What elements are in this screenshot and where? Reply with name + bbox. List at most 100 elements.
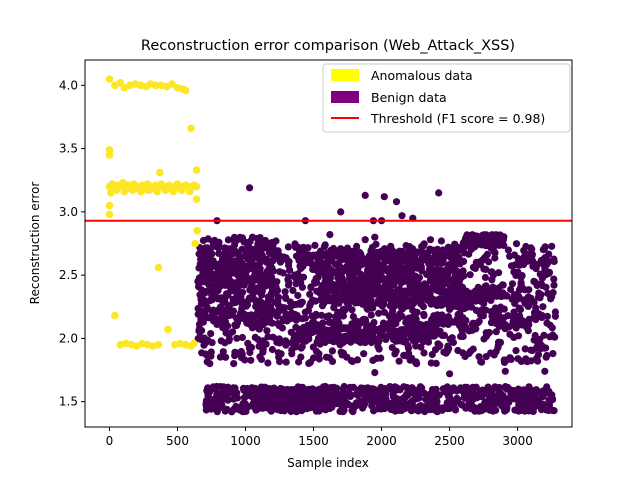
- benign-point: [439, 256, 447, 264]
- benign-point: [461, 323, 469, 331]
- benign-point: [332, 288, 340, 296]
- benign-point: [348, 306, 356, 314]
- benign-point: [213, 320, 221, 328]
- benign-point: [482, 290, 490, 298]
- benign-point: [502, 402, 510, 410]
- benign-point: [492, 320, 500, 328]
- anomalous-point: [105, 210, 114, 219]
- benign-point: [451, 261, 459, 269]
- benign-point: [295, 358, 303, 366]
- benign-point: [333, 248, 341, 256]
- benign-point: [251, 252, 259, 260]
- anomalous-point: [137, 187, 145, 196]
- benign-point: [369, 327, 377, 335]
- benign-point: [357, 332, 365, 340]
- benign-point: [409, 313, 417, 321]
- benign-point: [532, 316, 540, 324]
- benign-point: [286, 266, 294, 274]
- benign-point: [359, 300, 367, 308]
- benign-point: [337, 256, 346, 264]
- benign-point: [478, 256, 486, 264]
- benign-point: [342, 390, 350, 398]
- benign-point: [451, 280, 459, 289]
- benign-point: [466, 271, 474, 279]
- benign-point: [211, 385, 219, 393]
- benign-point: [420, 256, 429, 264]
- benign-point: [364, 281, 372, 289]
- benign-point: [491, 254, 499, 262]
- legend-swatch-benign: [331, 91, 359, 103]
- benign-point: [371, 369, 379, 377]
- benign-point: [406, 356, 414, 364]
- benign-point: [266, 318, 274, 326]
- benign-point: [497, 292, 505, 301]
- y-axis-label: Reconstruction error: [28, 182, 42, 305]
- benign-point: [356, 275, 364, 283]
- benign-point: [410, 386, 418, 394]
- benign-point: [207, 276, 215, 284]
- benign-point: [222, 353, 230, 361]
- benign-point: [531, 331, 539, 340]
- benign-point: [214, 287, 222, 295]
- benign-point: [262, 386, 270, 394]
- benign-point: [398, 212, 406, 220]
- benign-point: [288, 392, 296, 400]
- benign-point: [360, 350, 368, 358]
- anomalous-point: [105, 201, 114, 210]
- benign-point: [305, 331, 313, 339]
- benign-point: [200, 298, 208, 307]
- benign-point: [271, 248, 280, 256]
- benign-point: [371, 337, 379, 345]
- benign-point: [520, 246, 528, 254]
- benign-point: [353, 356, 362, 364]
- benign-point: [225, 337, 233, 345]
- benign-point: [259, 345, 267, 353]
- benign-point: [245, 294, 253, 302]
- legend-label-threshold: Threshold (F1 score = 0.98): [370, 111, 545, 126]
- benign-point: [386, 293, 394, 301]
- benign-point: [294, 291, 302, 300]
- benign-point: [315, 350, 323, 358]
- benign-point: [485, 328, 493, 337]
- benign-point: [497, 395, 505, 404]
- benign-point: [277, 399, 285, 408]
- benign-point: [318, 302, 327, 310]
- benign-point: [273, 278, 281, 286]
- benign-point: [426, 268, 434, 276]
- benign-point: [432, 359, 440, 367]
- benign-point: [204, 235, 212, 243]
- benign-point: [495, 383, 503, 392]
- benign-point: [223, 395, 231, 403]
- benign-point: [377, 288, 385, 297]
- benign-point: [197, 255, 205, 263]
- benign-point: [271, 298, 279, 306]
- benign-point: [321, 252, 329, 260]
- benign-point: [428, 324, 436, 332]
- benign-point: [406, 282, 414, 290]
- benign-point: [207, 399, 215, 407]
- benign-point: [404, 384, 412, 392]
- benign-point: [508, 280, 517, 288]
- benign-point: [268, 288, 276, 297]
- benign-point: [517, 273, 525, 281]
- benign-point: [217, 260, 225, 268]
- benign-point: [284, 243, 292, 251]
- benign-point: [391, 301, 399, 309]
- benign-point: [376, 403, 384, 411]
- benign-point: [388, 246, 396, 254]
- benign-point: [500, 314, 508, 322]
- benign-point: [474, 319, 482, 327]
- benign-point: [272, 237, 280, 245]
- benign-point: [507, 355, 515, 363]
- benign-point: [339, 312, 347, 320]
- benign-point: [539, 303, 547, 311]
- benign-point: [224, 322, 232, 330]
- benign-point: [521, 407, 529, 415]
- benign-point: [520, 253, 529, 261]
- benign-point: [361, 316, 369, 324]
- benign-point: [248, 283, 256, 291]
- benign-point: [550, 275, 558, 283]
- benign-point: [535, 388, 543, 396]
- benign-point: [238, 333, 246, 342]
- anomalous-point: [169, 187, 178, 196]
